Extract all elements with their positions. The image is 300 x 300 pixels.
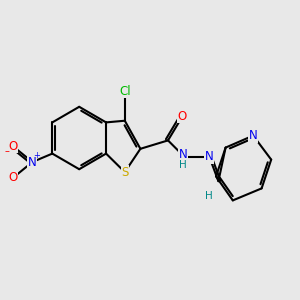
Text: O: O — [178, 110, 187, 123]
Text: H: H — [179, 160, 187, 170]
Text: N: N — [205, 150, 214, 163]
Text: +: + — [33, 152, 40, 160]
Text: O: O — [9, 171, 18, 184]
Text: N: N — [179, 148, 188, 161]
Text: N: N — [249, 129, 258, 142]
Text: –: – — [4, 146, 9, 156]
Text: N: N — [28, 155, 37, 169]
Text: H: H — [206, 190, 213, 201]
Text: S: S — [121, 166, 128, 178]
Text: Cl: Cl — [119, 85, 130, 98]
Text: O: O — [9, 140, 18, 153]
